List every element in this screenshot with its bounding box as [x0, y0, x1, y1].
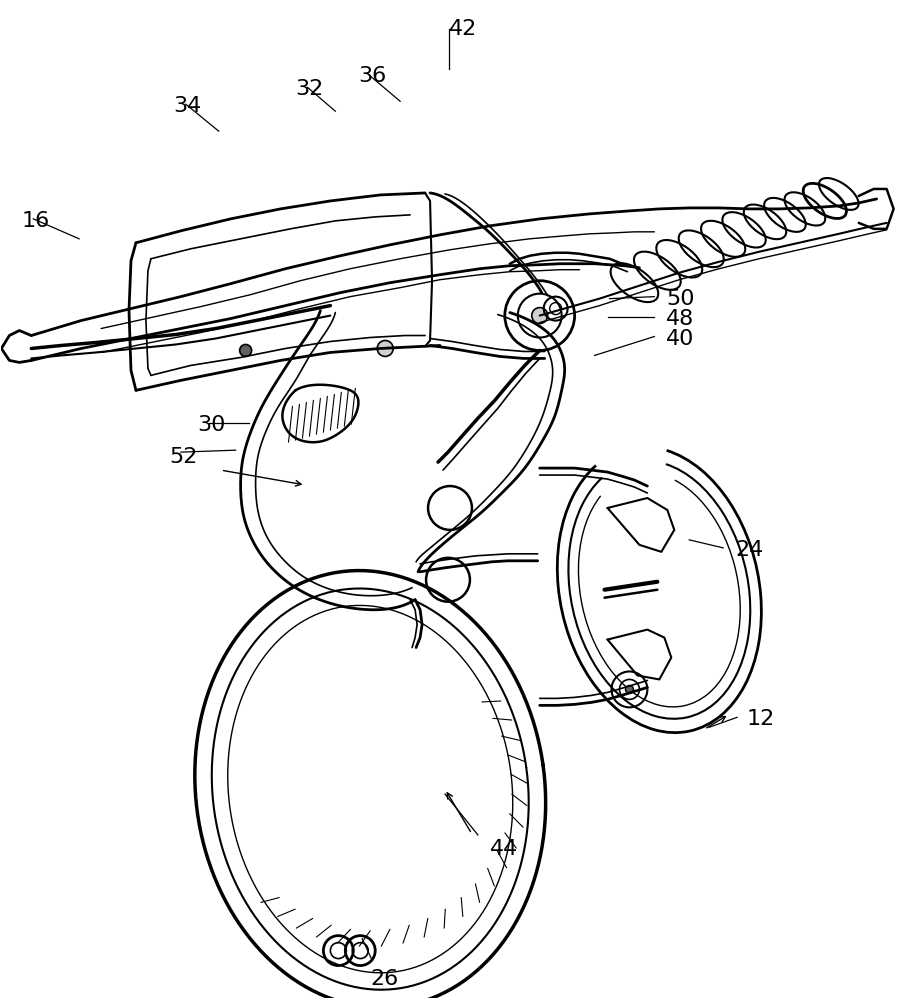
Text: 48: 48 [666, 309, 694, 329]
Text: 12: 12 [746, 709, 774, 729]
Text: 42: 42 [449, 19, 477, 39]
Circle shape [532, 308, 548, 324]
Text: 24: 24 [736, 540, 763, 560]
Circle shape [239, 344, 252, 356]
Text: 26: 26 [370, 969, 398, 989]
Text: 44: 44 [490, 839, 518, 859]
Circle shape [625, 685, 633, 693]
Text: 40: 40 [666, 329, 694, 349]
Text: 16: 16 [22, 211, 49, 231]
Text: 52: 52 [169, 447, 197, 467]
Circle shape [378, 340, 393, 356]
Text: 32: 32 [295, 79, 324, 99]
Text: 30: 30 [196, 415, 225, 435]
Text: 36: 36 [358, 66, 387, 86]
Text: 50: 50 [666, 289, 695, 309]
Text: 34: 34 [173, 96, 201, 116]
